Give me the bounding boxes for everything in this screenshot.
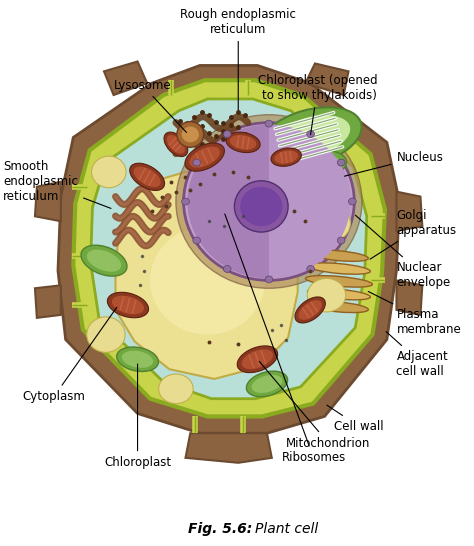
Polygon shape: [116, 172, 298, 379]
Ellipse shape: [108, 292, 148, 318]
Ellipse shape: [185, 143, 224, 171]
Polygon shape: [269, 124, 350, 278]
Ellipse shape: [270, 115, 350, 159]
Ellipse shape: [226, 132, 260, 152]
Ellipse shape: [167, 135, 185, 153]
Ellipse shape: [182, 127, 199, 143]
Text: Cell wall: Cell wall: [327, 405, 384, 433]
Polygon shape: [58, 66, 399, 433]
Ellipse shape: [235, 181, 288, 232]
Polygon shape: [396, 281, 422, 315]
Ellipse shape: [299, 300, 322, 320]
Text: Ribosomes: Ribosomes: [225, 214, 346, 464]
Ellipse shape: [112, 296, 144, 314]
Ellipse shape: [307, 130, 314, 138]
Ellipse shape: [150, 226, 265, 335]
Ellipse shape: [230, 135, 256, 150]
Ellipse shape: [259, 107, 362, 168]
Ellipse shape: [193, 159, 201, 166]
Ellipse shape: [223, 130, 231, 138]
Ellipse shape: [310, 301, 368, 312]
Ellipse shape: [177, 122, 204, 147]
Ellipse shape: [308, 263, 370, 274]
Text: Adjacent
cell wall: Adjacent cell wall: [386, 331, 448, 378]
Polygon shape: [35, 286, 61, 318]
Ellipse shape: [223, 265, 231, 272]
Polygon shape: [73, 80, 385, 417]
Ellipse shape: [183, 123, 354, 281]
Ellipse shape: [91, 156, 126, 188]
Ellipse shape: [193, 237, 201, 244]
Text: Fig. 5.6:: Fig. 5.6:: [188, 522, 253, 536]
Ellipse shape: [246, 371, 288, 396]
Ellipse shape: [189, 147, 220, 168]
Ellipse shape: [265, 120, 273, 127]
Polygon shape: [305, 63, 348, 95]
Text: Chloroplast: Chloroplast: [104, 364, 171, 469]
Ellipse shape: [310, 250, 368, 262]
Ellipse shape: [87, 250, 121, 272]
Polygon shape: [91, 99, 367, 399]
Ellipse shape: [300, 155, 340, 174]
Text: Nucleus: Nucleus: [345, 151, 443, 176]
Polygon shape: [104, 62, 147, 95]
Ellipse shape: [307, 265, 314, 272]
Ellipse shape: [337, 159, 345, 166]
Ellipse shape: [187, 124, 350, 278]
Ellipse shape: [252, 375, 283, 393]
Text: Lysosome: Lysosome: [114, 79, 186, 133]
Ellipse shape: [271, 148, 301, 167]
Polygon shape: [396, 192, 422, 231]
Ellipse shape: [87, 317, 125, 352]
Ellipse shape: [293, 150, 346, 178]
Text: Cytoplasm: Cytoplasm: [22, 307, 117, 403]
Ellipse shape: [182, 198, 189, 205]
Text: Plasma
membrane: Plasma membrane: [368, 292, 461, 336]
Text: Chloroplast (opened
to show thylakoids): Chloroplast (opened to show thylakoids): [258, 74, 377, 135]
Text: Golgi
apparatus: Golgi apparatus: [370, 209, 456, 259]
Text: Plant cell: Plant cell: [255, 522, 319, 536]
Polygon shape: [92, 101, 365, 397]
Ellipse shape: [176, 115, 362, 288]
Ellipse shape: [337, 237, 345, 244]
Polygon shape: [35, 182, 61, 221]
Text: Smooth
endoplasmic
reticulum: Smooth endoplasmic reticulum: [3, 161, 111, 209]
Ellipse shape: [130, 163, 164, 191]
Ellipse shape: [122, 351, 153, 368]
Ellipse shape: [159, 374, 193, 403]
Text: Rough endoplasmic
reticulum: Rough endoplasmic reticulum: [180, 8, 296, 110]
Text: Nuclear
envelope: Nuclear envelope: [356, 215, 451, 289]
Ellipse shape: [265, 276, 273, 283]
Ellipse shape: [295, 297, 325, 323]
Text: Mitochondrion: Mitochondrion: [259, 361, 371, 449]
Ellipse shape: [305, 276, 373, 287]
Ellipse shape: [117, 347, 158, 371]
Ellipse shape: [274, 151, 298, 164]
Ellipse shape: [308, 204, 350, 242]
Polygon shape: [185, 433, 272, 463]
Ellipse shape: [134, 167, 161, 187]
Ellipse shape: [307, 278, 346, 312]
Ellipse shape: [242, 349, 273, 369]
Ellipse shape: [164, 132, 188, 157]
Ellipse shape: [237, 346, 278, 372]
Ellipse shape: [348, 198, 356, 205]
Ellipse shape: [219, 151, 248, 177]
Ellipse shape: [308, 288, 370, 300]
Ellipse shape: [81, 245, 127, 276]
Ellipse shape: [240, 187, 283, 226]
